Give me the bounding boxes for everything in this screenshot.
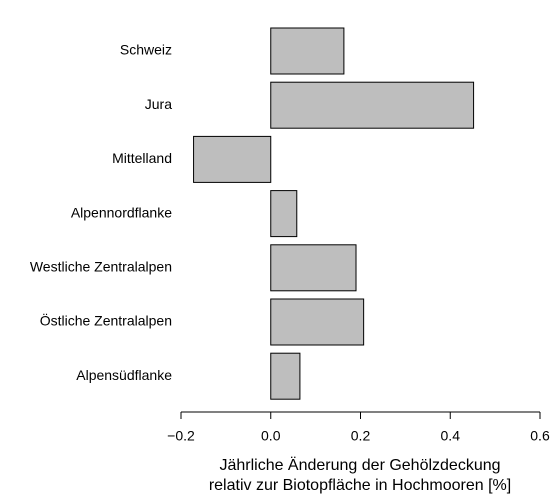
x-tick-label: 0.4 — [441, 428, 461, 444]
y-tick-label: Östliche Zentralalpen — [40, 312, 172, 329]
x-tick-label: 0.6 — [530, 428, 550, 444]
bar — [270, 190, 298, 238]
x-axis-title: Jährliche Änderung der Gehölzdeckung — [219, 456, 500, 474]
bar — [270, 298, 365, 346]
y-tick-label: Jura — [145, 96, 172, 112]
bar — [270, 244, 357, 292]
y-tick-label: Westliche Zentralalpen — [30, 259, 172, 275]
bar — [270, 27, 345, 75]
y-tick-label: Schweiz — [120, 42, 172, 58]
y-tick-label: Mittelland — [112, 150, 172, 166]
bar — [193, 135, 272, 183]
x-axis-title: relativ zur Biotopfläche in Hochmooren [… — [209, 477, 511, 494]
x-tick-label: 0.2 — [351, 428, 371, 444]
x-tick-label: 0.0 — [261, 428, 281, 444]
bar — [270, 352, 301, 400]
x-tick-label: −0.2 — [167, 428, 195, 444]
y-tick-label: Alpennordflanke — [71, 204, 172, 220]
bar — [270, 81, 475, 129]
y-tick-label: Alpensüdflanke — [76, 367, 172, 383]
